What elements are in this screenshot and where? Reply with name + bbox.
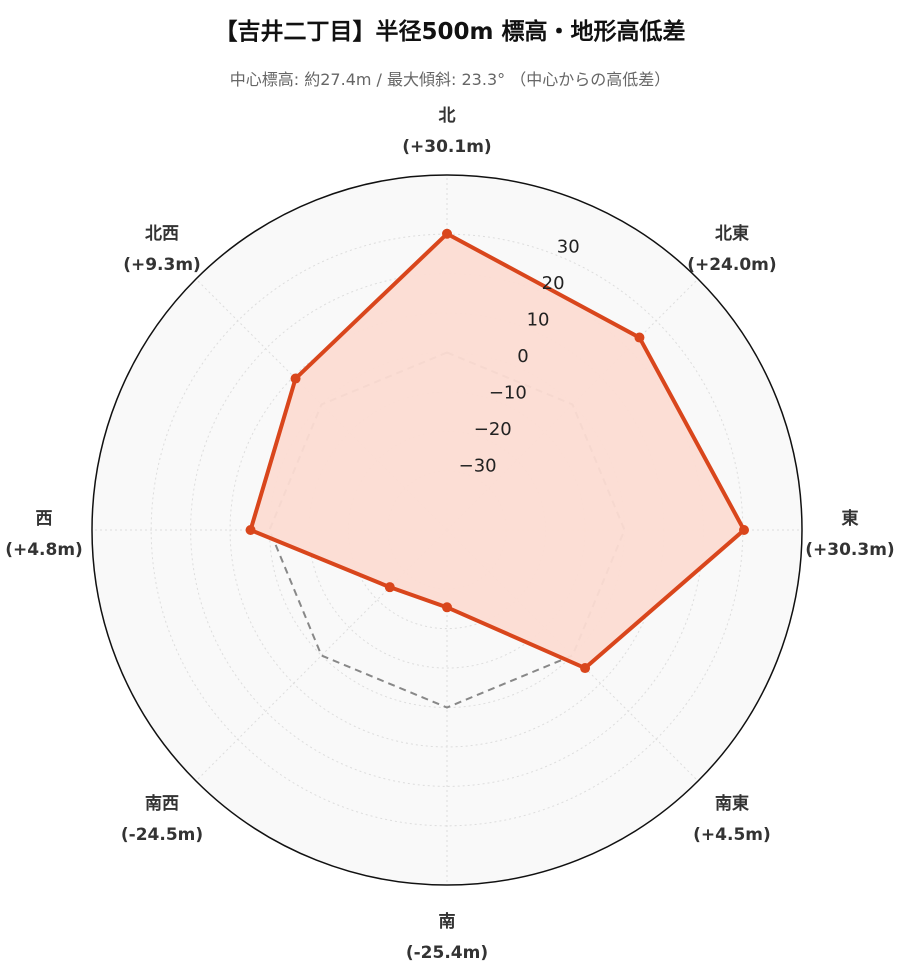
direction-label: 西 (+4.8m)	[5, 509, 83, 560]
data-point	[442, 602, 452, 613]
data-point	[245, 525, 256, 535]
direction-value: (+30.1m)	[402, 137, 491, 157]
direction-name: 南西	[145, 793, 179, 814]
direction-name: 北東	[715, 223, 749, 244]
radial-tick-label: 30	[557, 237, 580, 258]
direction-name: 南	[439, 911, 456, 932]
direction-value: (-24.5m)	[121, 825, 203, 845]
radial-tick-label: −10	[489, 382, 527, 403]
direction-value: (+30.3m)	[805, 540, 894, 560]
radial-tick-label: 0	[517, 346, 528, 367]
radial-tick-label: 20	[542, 273, 565, 294]
data-point	[580, 663, 591, 674]
direction-label: 東 (+30.3m)	[805, 508, 894, 560]
direction-label: 北東 (+24.0m)	[687, 223, 776, 275]
direction-value: (-25.4m)	[406, 943, 488, 962]
radial-tick-label: −30	[459, 455, 497, 476]
direction-name: 南東	[715, 793, 749, 814]
direction-name: 北西	[145, 224, 179, 244]
direction-value: (+4.5m)	[693, 825, 771, 845]
direction-value: (+4.8m)	[5, 540, 83, 560]
direction-name: 西	[36, 509, 53, 529]
data-point	[739, 525, 750, 535]
grid-spoke	[195, 278, 448, 531]
direction-value: (+9.3m)	[123, 255, 201, 275]
data-point	[442, 228, 452, 239]
data-point	[634, 332, 645, 343]
direction-label: 北西 (+9.3m)	[123, 224, 201, 275]
radial-tick-labels: −30 −20 −10 0 10 20 30	[459, 237, 580, 477]
chart-subtitle: 中心標高: 約27.4m / 最大傾斜: 23.3° （中心からの高低差）	[229, 70, 671, 89]
direction-name: 東	[842, 508, 859, 529]
direction-value: (+24.0m)	[687, 255, 776, 275]
grid-spoke	[446, 529, 699, 782]
direction-label: 南西 (-24.5m)	[121, 793, 203, 845]
radial-tick-label: −20	[474, 419, 512, 440]
grid-spoke	[446, 278, 699, 531]
direction-label: 南東 (+4.5m)	[693, 793, 771, 845]
data-point	[290, 373, 301, 384]
plot-outline	[91, 174, 803, 886]
data-point	[384, 582, 395, 593]
radial-tick-label: 10	[527, 310, 550, 331]
direction-label: 北 (+30.1m)	[402, 106, 491, 157]
direction-labels: 北 (+30.1m) 北東 (+24.0m) 東 (+30.3m) 南東 (+4.5m) 南 (-…	[5, 106, 895, 962]
grid-spoke	[195, 529, 448, 782]
elevation-points	[245, 228, 750, 674]
direction-label: 南 (-25.4m)	[406, 911, 488, 962]
direction-name: 北	[439, 106, 456, 126]
chart-title: 【吉井二丁目】半径500m 標高・地形高低差	[214, 19, 686, 45]
elevation-area	[250, 233, 745, 669]
